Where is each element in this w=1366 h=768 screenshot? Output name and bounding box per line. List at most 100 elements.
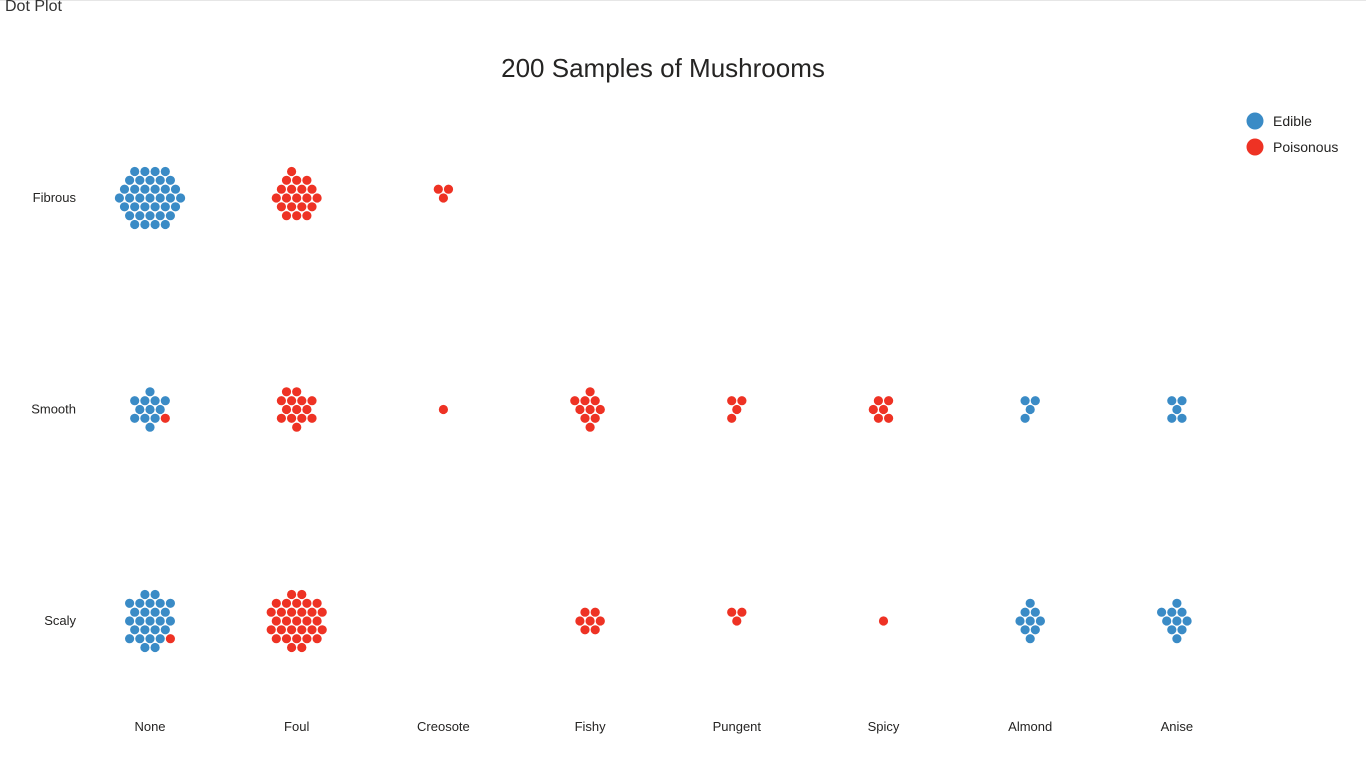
dot-poisonous [271,634,281,644]
y-label-fibrous: Fibrous [33,190,77,205]
y-label-scaly: Scaly [44,613,76,628]
dot-poisonous [281,598,292,608]
dot-edible [140,396,150,406]
dot-poisonous [580,413,590,423]
dot-edible [140,589,150,600]
dot-edible [140,184,150,194]
dot-poisonous [438,193,448,203]
dot-poisonous [868,404,878,415]
dot-poisonous [580,396,590,406]
dot-poisonous [287,607,297,617]
dot-poisonous [433,184,443,194]
dot-edible [140,625,150,635]
legend-label-poisonous: Poisonous [1273,139,1338,155]
dot-poisonous [884,396,894,406]
dot-poisonous [302,634,312,644]
dot-edible [1177,413,1187,423]
dot-edible [145,598,155,608]
dot-edible [1177,607,1187,617]
dot-edible [119,184,130,194]
dot-edible [150,607,160,617]
dot-poisonous [585,422,595,432]
x-label-spicy: Spicy [868,719,900,734]
dot-edible [145,193,155,203]
dot-edible [1172,598,1182,608]
x-label-creosote: Creosote [417,719,470,734]
dot-edible [135,598,145,608]
legend: Edible Poisonous [1246,112,1338,156]
dot-edible [125,598,135,608]
dot-poisonous [302,598,312,608]
dot-poisonous [292,211,302,221]
dot-poisonous [575,616,585,626]
dot-edible [1177,625,1187,635]
dot-poisonous [297,625,307,635]
dot-edible [160,396,170,406]
dot-poisonous [297,184,307,194]
dot-edible [1172,616,1182,626]
dot-edible [160,202,170,212]
dot-poisonous [595,616,605,626]
y-label-smooth: Smooth [31,402,76,417]
dot-poisonous [297,607,307,617]
y-axis-labels: Fibrous Smooth Scaly [31,190,76,628]
dot-poisonous [737,607,747,617]
dot-poisonous [590,625,600,635]
dot-edible [145,211,155,221]
dot-poisonous [438,404,448,415]
dot-edible [155,598,165,608]
dot-poisonous [302,616,312,626]
dot-poisonous [585,404,595,415]
dot-edible [130,396,140,406]
dot-poisonous [302,193,312,203]
dot-poisonous [727,607,737,617]
dot-edible [1030,625,1040,635]
dot-edible [1015,616,1025,626]
dot-clusters [114,166,1192,653]
dot-poisonous [585,616,595,626]
dot-edible [160,184,170,194]
dot-edible [1020,607,1030,617]
dot-poisonous [292,616,302,626]
dot-edible [1025,598,1035,608]
dot-edible [170,202,181,212]
dot-edible [150,184,160,194]
dot-poisonous [307,625,317,635]
dot-poisonous [281,616,292,626]
dot-edible [150,625,160,635]
dot-poisonous [287,202,297,212]
legend-marker-poisonous [1246,138,1264,156]
dot-poisonous [317,607,327,617]
dot-edible [145,616,155,626]
dot-edible [130,184,140,194]
dot-poisonous [276,396,286,406]
dot-poisonous [276,202,286,212]
dot-poisonous [307,607,317,617]
dot-poisonous [732,616,742,626]
dot-edible [130,219,140,230]
dot-edible [140,219,150,230]
dot-edible [165,193,175,203]
dot-poisonous [302,211,312,221]
dot-edible [145,634,155,644]
dot-poisonous [317,625,327,635]
dot-edible [165,598,175,608]
dot-poisonous [287,625,297,635]
dot-poisonous [297,589,307,600]
dot-poisonous [287,413,297,423]
dot-edible [170,184,181,194]
dot-poisonous [737,396,747,406]
dot-poisonous [312,634,322,644]
dot-poisonous [732,404,742,415]
dot-edible [1167,396,1177,406]
dot-poisonous [307,202,317,212]
dot-poisonous [281,387,292,397]
dot-edible [1020,413,1030,423]
dot-edible [150,219,160,230]
dot-edible [135,193,145,203]
dot-poisonous [266,625,276,635]
dot-poisonous [292,598,302,608]
dot-poisonous [575,404,585,415]
dot-edible [1025,616,1035,626]
